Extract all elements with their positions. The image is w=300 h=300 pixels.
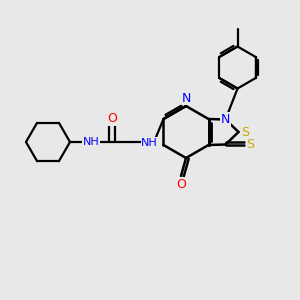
Text: N: N	[181, 92, 191, 104]
Text: N: N	[221, 113, 230, 126]
Text: NH: NH	[82, 137, 99, 147]
Text: S: S	[242, 125, 250, 139]
Text: NH: NH	[141, 138, 158, 148]
Text: S: S	[247, 138, 254, 151]
Text: S: S	[144, 136, 152, 148]
Text: O: O	[176, 178, 186, 190]
Text: O: O	[107, 112, 117, 125]
